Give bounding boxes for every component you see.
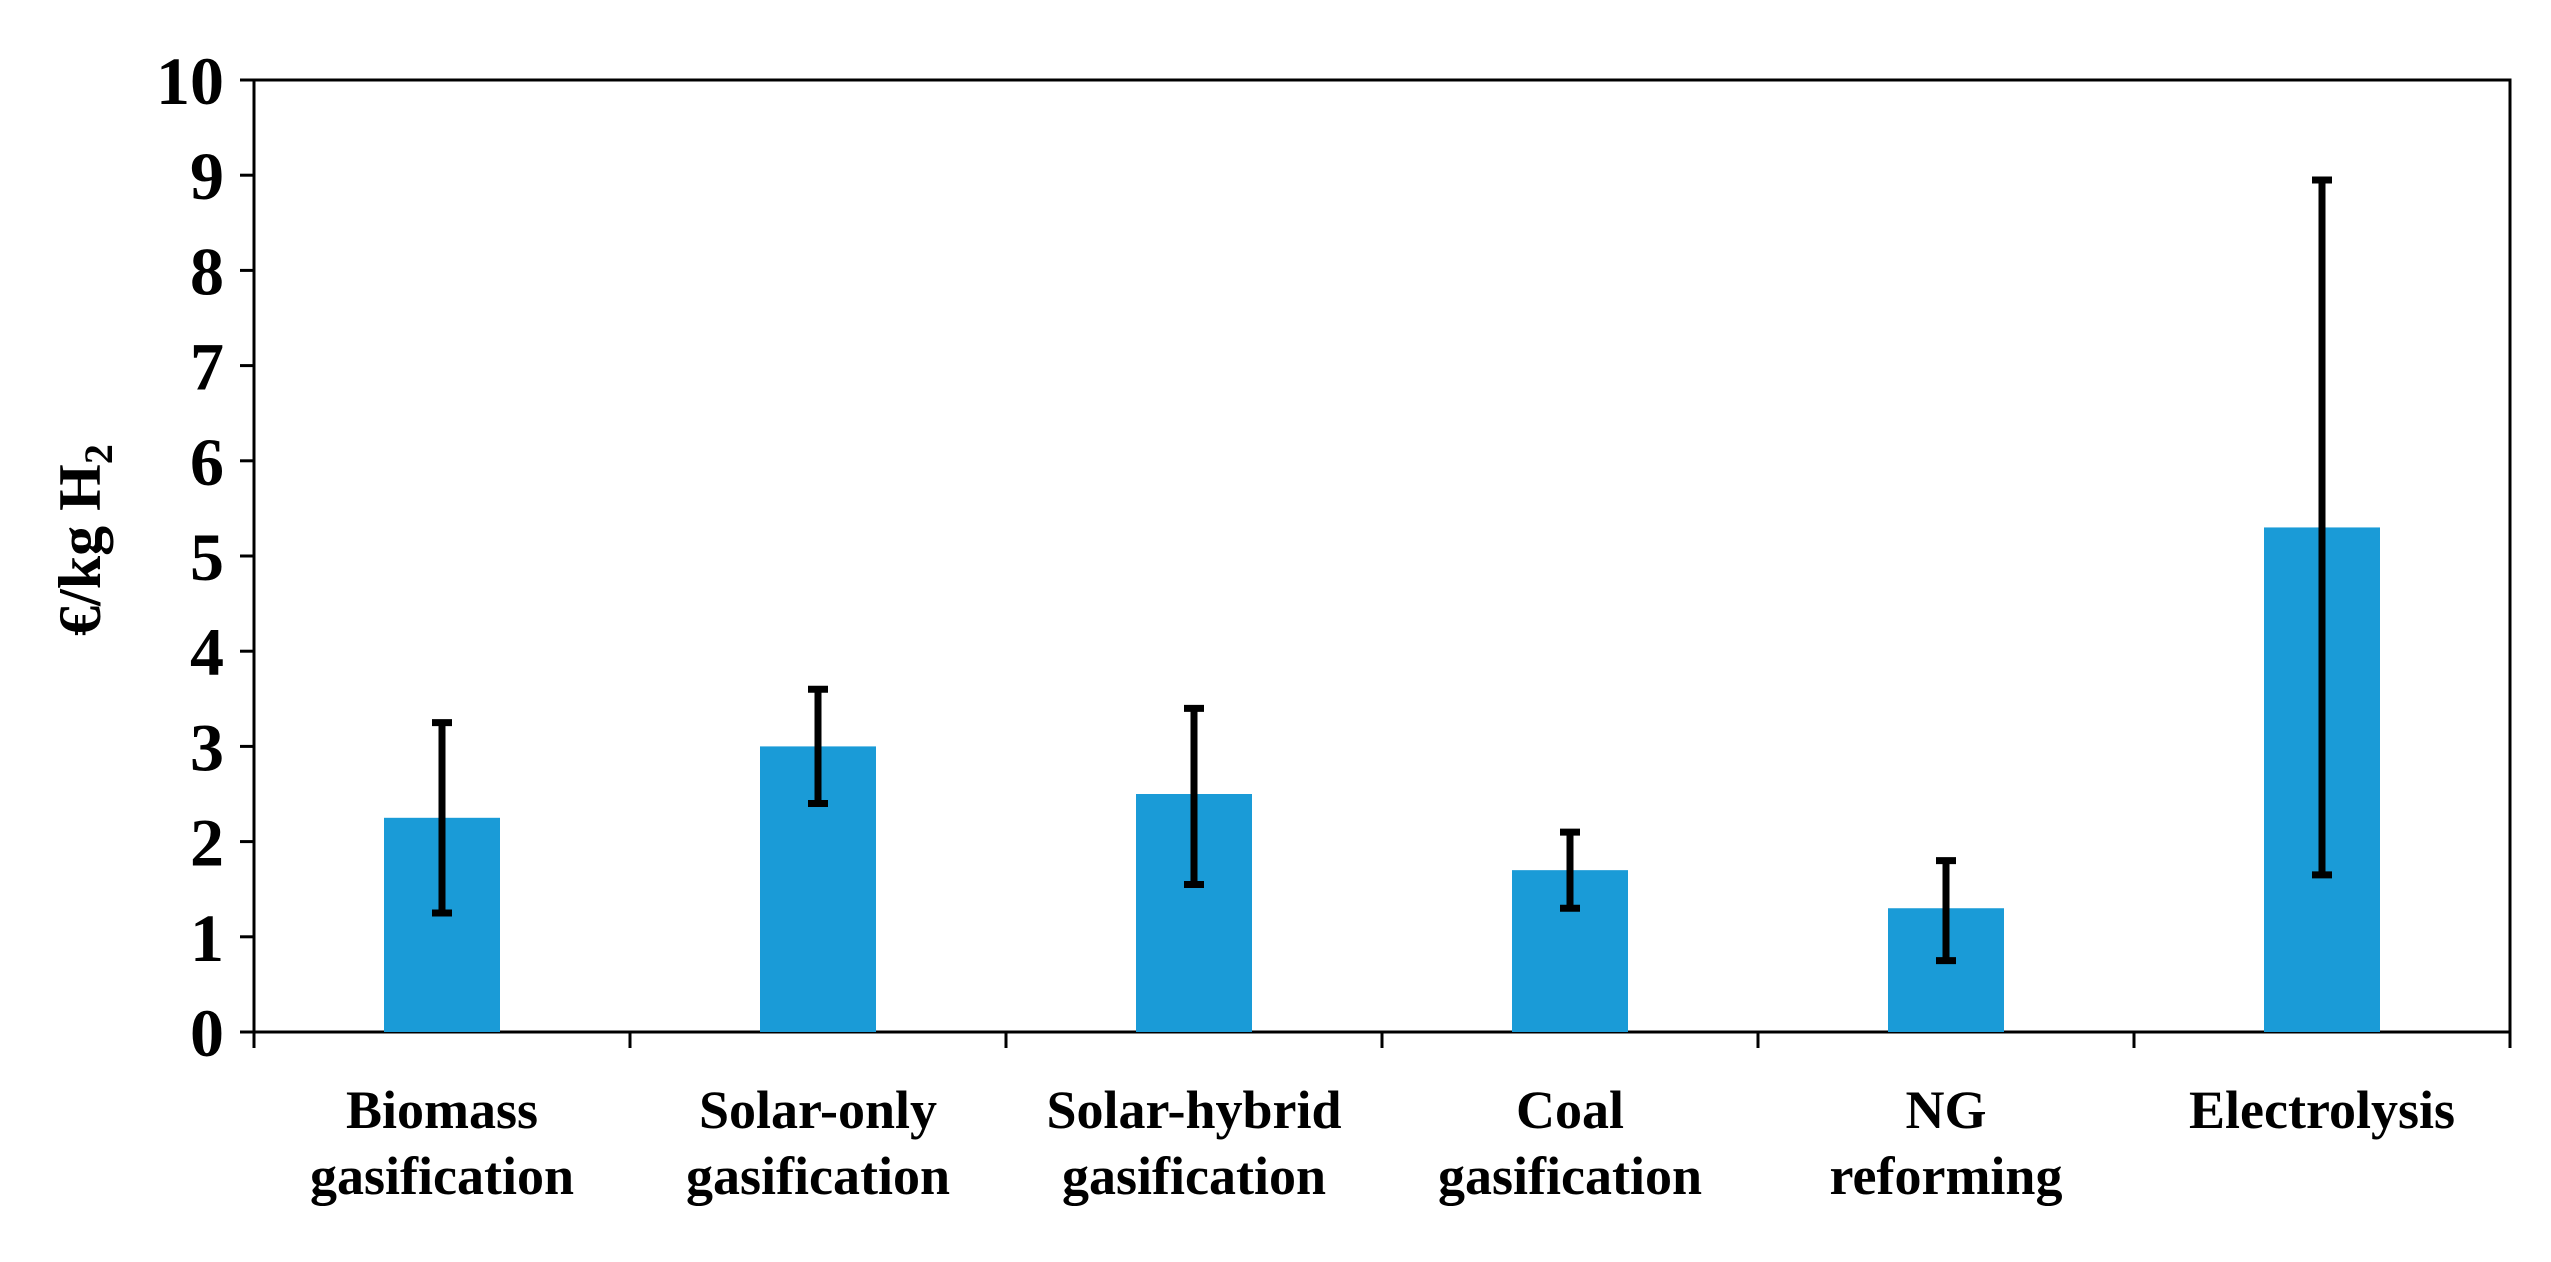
y-tick-label: 9	[190, 138, 224, 214]
x-category-label: Biomass gasification	[310, 1080, 574, 1206]
y-axis-title-subscript: 2	[76, 444, 121, 464]
x-category-label: Coal gasification	[1438, 1080, 1702, 1206]
plot-area: 0 1 2 3 4 5 6 7 8 9 10 Biomass gasification Solar-onl…	[156, 43, 2512, 1206]
y-tick-label: 1	[190, 900, 224, 976]
y-tick-label: 5	[190, 519, 224, 595]
x-category-label: Electrolysis	[2189, 1080, 2455, 1140]
y-axis-title: €/kg H2	[47, 444, 121, 636]
y-tick-label: 4	[190, 614, 224, 690]
plot-frame	[252, 78, 2512, 1034]
x-category-label: Solar-only gasification	[686, 1080, 950, 1206]
y-tick-label: 3	[190, 709, 224, 785]
y-tick-label: 2	[190, 805, 224, 881]
x-category-label: Solar-hybrid gasification	[1046, 1080, 1341, 1206]
y-axis-title-main: €/kg H	[47, 464, 113, 636]
x-category-label: NG reforming	[1830, 1080, 2063, 1206]
y-tick-label: 10	[156, 43, 224, 119]
y-tick-label: 0	[190, 995, 224, 1071]
y-tick-label: 8	[190, 233, 224, 309]
y-tick-label: 7	[190, 329, 224, 405]
y-tick-label: 6	[190, 424, 224, 500]
